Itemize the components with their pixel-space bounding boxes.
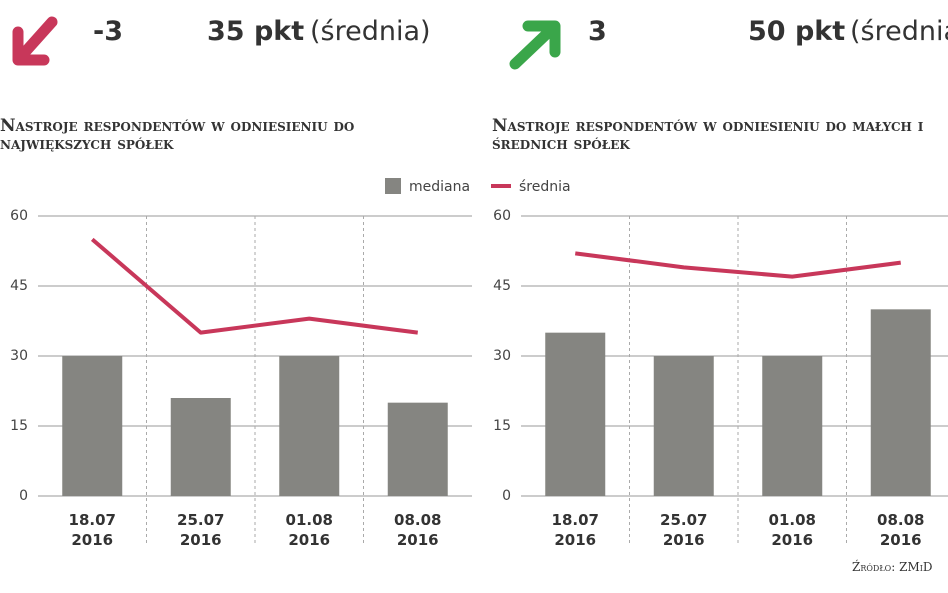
bar bbox=[653, 356, 714, 496]
legend-label: mediana bbox=[409, 179, 470, 195]
value-left: 35 pkt bbox=[207, 16, 305, 47]
y-tick-label: 0 bbox=[19, 488, 28, 504]
bar bbox=[62, 356, 123, 496]
line bbox=[574, 251, 902, 279]
x-tick-label: 25.07 2016 bbox=[660, 511, 708, 549]
bar bbox=[870, 309, 931, 496]
line bbox=[90, 237, 419, 335]
y-tick-label: 15 bbox=[493, 418, 511, 434]
note-right: (średnia) bbox=[850, 16, 948, 47]
y-tick-label: 30 bbox=[493, 348, 511, 364]
change-right: 3 bbox=[588, 16, 607, 47]
y-tick-label: 45 bbox=[493, 278, 511, 294]
x-tick-label: 08.08 2016 bbox=[877, 511, 925, 549]
bar bbox=[762, 356, 823, 496]
y-tick-label: 60 bbox=[493, 208, 511, 224]
y-tick-label: 60 bbox=[10, 208, 28, 224]
chart-title: Nastroje respondentów w odniesieniu do m… bbox=[492, 116, 924, 154]
x-tick-label: 08.08 2016 bbox=[394, 511, 442, 549]
source: Źródło: ZMiD bbox=[852, 560, 933, 574]
y-tick-label: 0 bbox=[502, 488, 511, 504]
bar bbox=[387, 402, 448, 496]
change-left: -3 bbox=[93, 16, 123, 47]
down-arrow bbox=[12, 16, 58, 66]
bar bbox=[545, 332, 606, 496]
x-tick-label: 18.07 2016 bbox=[68, 511, 116, 549]
legend-label: średnia bbox=[519, 179, 571, 195]
bar bbox=[170, 398, 231, 496]
x-tick-label: 25.07 2016 bbox=[177, 511, 225, 549]
y-tick-label: 45 bbox=[10, 278, 28, 294]
up-arrow bbox=[509, 20, 561, 70]
y-tick-label: 15 bbox=[10, 418, 28, 434]
chart-title: Nastroje respondentów w odniesieniu do n… bbox=[0, 116, 355, 154]
x-tick-label: 01.08 2016 bbox=[768, 511, 816, 549]
legend-swatch bbox=[385, 178, 401, 194]
x-tick-label: 18.07 2016 bbox=[551, 511, 599, 549]
y-tick-label: 30 bbox=[10, 348, 28, 364]
x-tick-label: 01.08 2016 bbox=[285, 511, 333, 549]
value-right: 50 pkt bbox=[748, 16, 846, 47]
note-left: (średnia) bbox=[310, 16, 431, 47]
bar bbox=[279, 356, 340, 496]
